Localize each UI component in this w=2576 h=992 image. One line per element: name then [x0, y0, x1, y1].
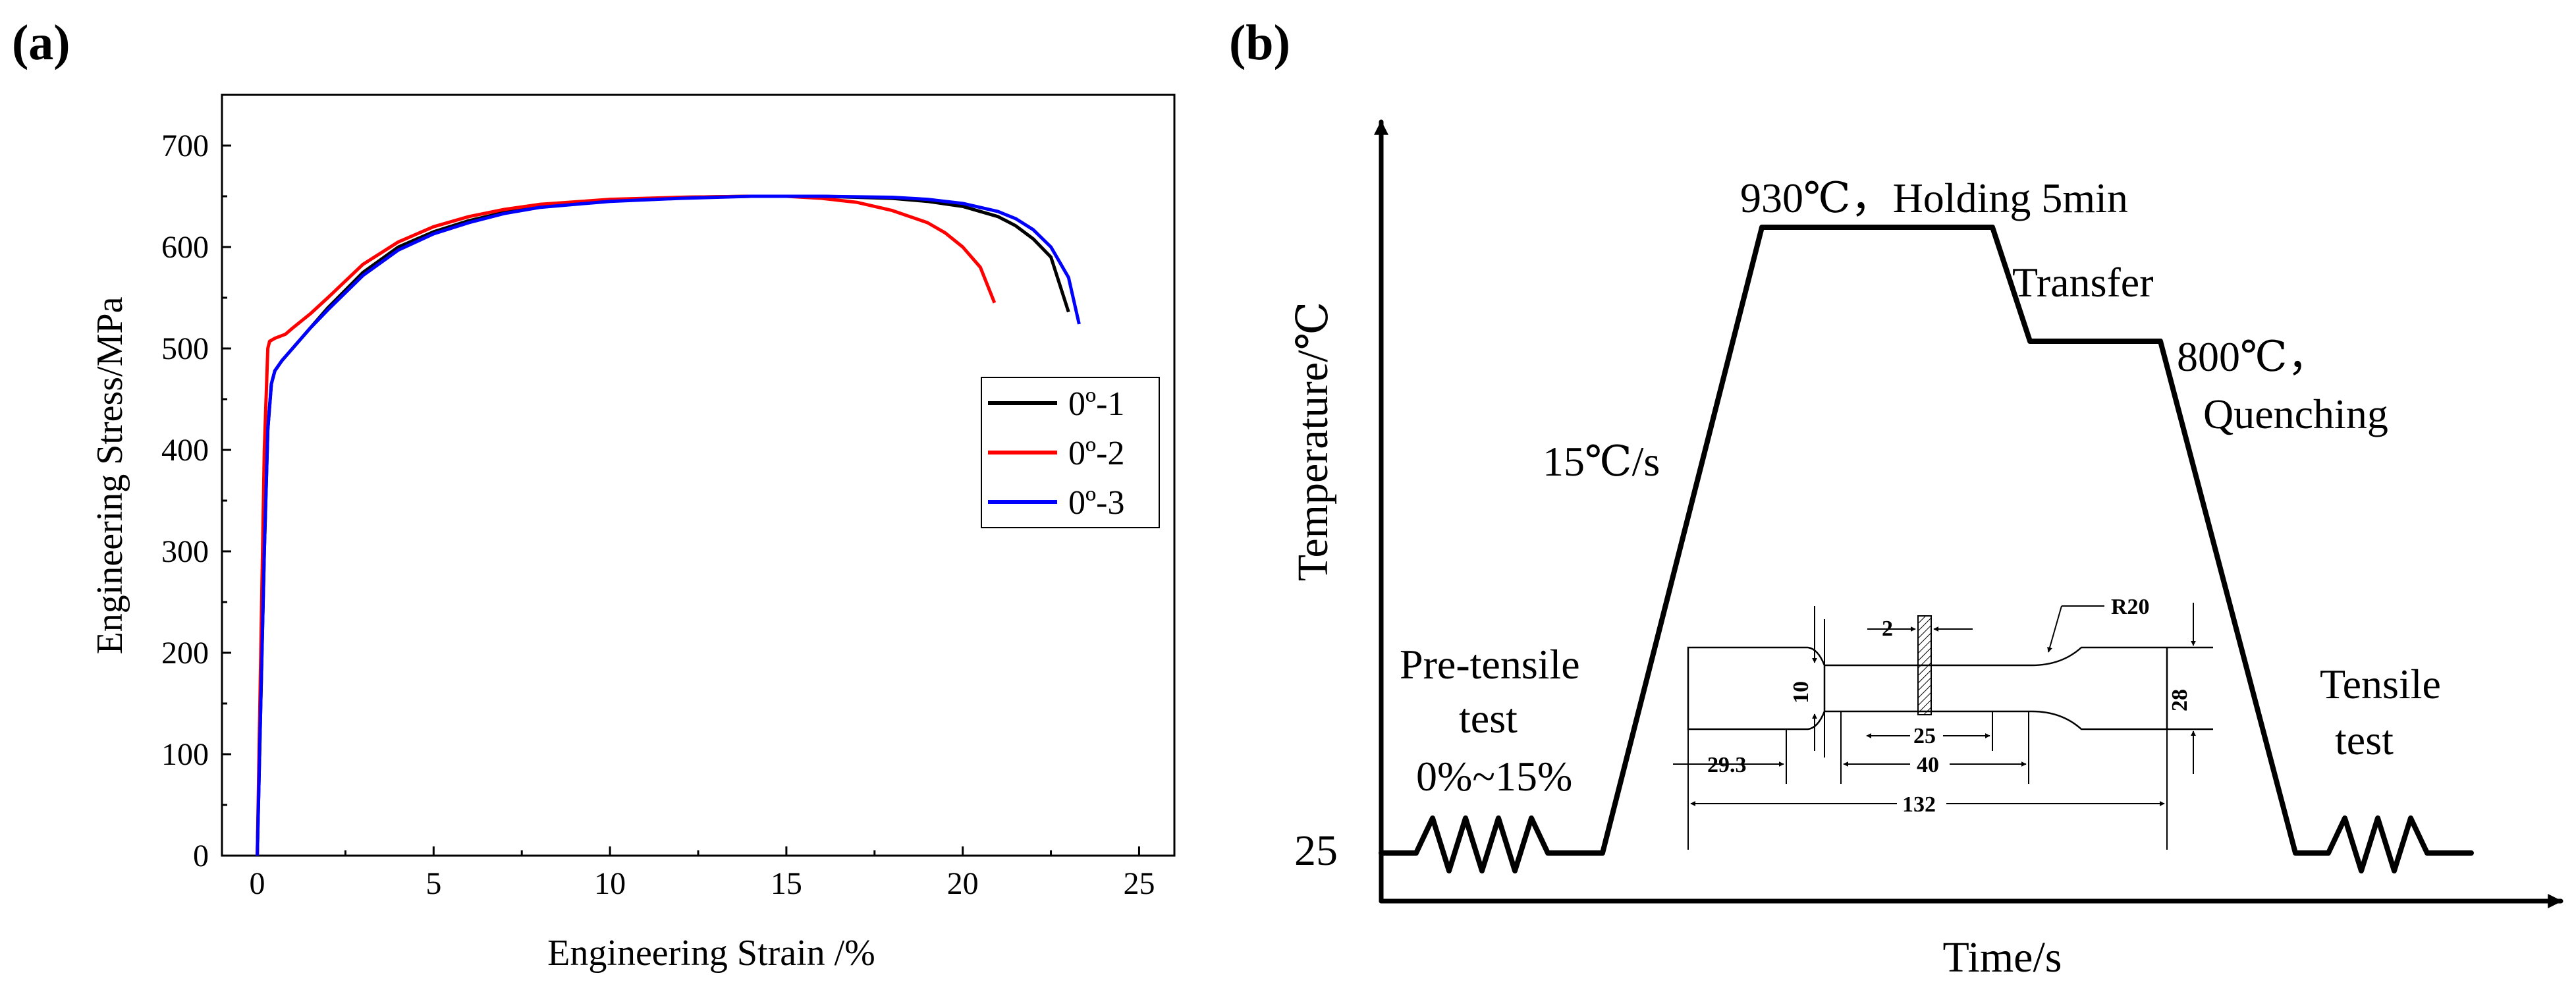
series-line-2: [256, 194, 997, 856]
dim-r20-label: R20: [2111, 595, 2150, 619]
dim-10-label: 10: [1789, 681, 1813, 703]
y-tick-label-3: 300: [161, 534, 209, 569]
y-tick-label-7: 700: [161, 128, 209, 163]
x-tick-label-0: 0: [250, 866, 265, 901]
dim-28-label: 28: [2168, 689, 2192, 711]
tensile-line1: Tensile: [2320, 661, 2441, 707]
x-tick-label-5: 25: [1123, 866, 1155, 901]
y-tick-label-0: 0: [193, 839, 209, 873]
quench-annotation-line2: Quenching: [2203, 391, 2388, 437]
y-axis-label: Temperature/℃: [1289, 302, 1337, 582]
y-tick-label-4: 400: [161, 433, 209, 468]
pre-tensile-range: 0%~15%: [1416, 753, 1572, 800]
series-line-3: [256, 194, 1081, 856]
hold-annotation: 930℃，Holding 5min: [1740, 175, 2128, 221]
y-tick-label-5: 500: [161, 331, 209, 366]
dim-2-label: 2: [1882, 617, 1893, 641]
r20-arrow: [2047, 605, 2062, 653]
temperature-profile: [1379, 225, 2474, 873]
y-value-25: 25: [1294, 827, 1338, 875]
x-tick-label-3: 15: [771, 866, 802, 901]
specimen-drawing: [1673, 603, 2213, 850]
tensile-line2: test: [2335, 717, 2394, 763]
hatch-zone: [1917, 615, 1932, 715]
x-axis-label: Time/s: [1943, 933, 2062, 981]
x-tick-label-4: 20: [947, 866, 979, 901]
panel-b: (b) Time/s Temperature/℃ 25 930℃，Holding…: [1229, 15, 2563, 981]
y-tick-label-1: 100: [161, 737, 209, 772]
x-tick-label-1: 5: [425, 866, 441, 901]
y-axis-ticks: 0 100 200 300 400 500 600 700: [161, 128, 231, 873]
y-tick-label-2: 200: [161, 636, 209, 671]
rate-annotation: 15℃/s: [1543, 438, 1660, 485]
panel-a-label: (a): [12, 15, 70, 70]
dim-29-label: 29.3: [1707, 753, 1747, 777]
pre-tensile-line1: Pre-tensile: [1400, 641, 1580, 688]
quench-annotation-line1: 800℃，: [2177, 333, 2330, 380]
dim-25-label: 25: [1913, 724, 1936, 748]
specimen-fillet-bottom: [2031, 710, 2213, 730]
dim-132-label: 132: [1902, 792, 1936, 817]
legend-label-1: 0º-1: [1068, 385, 1124, 423]
legend-label-3: 0º-3: [1068, 484, 1124, 522]
series-line-1: [256, 194, 1070, 856]
x-tick-label-2: 10: [594, 866, 626, 901]
specimen-dimension-labels: 2 R20 10 28 25 29.3 40 132: [1707, 595, 2192, 817]
legend: 0º-1 0º-2 0º-3: [981, 377, 1160, 528]
transfer-annotation: Transfer: [2012, 259, 2154, 306]
series-lines: [256, 194, 1081, 856]
panel-a: (a) 0 5 10 15 20 25 0 100 200 300 400 500 600 700 En…: [12, 15, 1176, 974]
y-axis-label: Engineering Stress/MPa: [90, 296, 130, 654]
y-tick-label-6: 600: [161, 230, 209, 265]
x-axis-ticks: 0 5 10 15 20 25: [250, 846, 1155, 901]
dim-40-label: 40: [1917, 753, 1939, 777]
panel-b-label: (b): [1229, 15, 1290, 70]
specimen-fillet-top: [2031, 646, 2213, 667]
legend-label-2: 0º-2: [1068, 435, 1124, 472]
pre-tensile-line2: test: [1459, 695, 1518, 742]
x-axis-label: Engineering Strain /%: [547, 933, 875, 974]
